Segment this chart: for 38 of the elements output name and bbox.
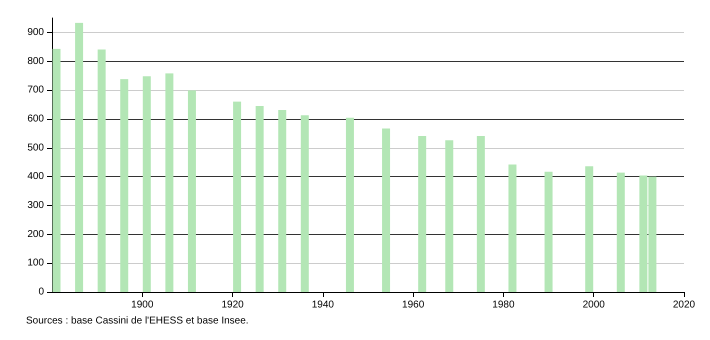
x-tick-label: 1960 bbox=[402, 300, 425, 310]
bar bbox=[142, 76, 151, 292]
bar bbox=[75, 22, 84, 292]
bar bbox=[256, 106, 264, 292]
x-tick-label: 1920 bbox=[221, 300, 244, 310]
source-note: Sources : base Cassini de l'EHESS et base Insee. bbox=[26, 316, 249, 326]
bar bbox=[616, 172, 625, 292]
y-tick-label: 700 bbox=[27, 84, 44, 96]
bar bbox=[233, 102, 242, 292]
x-tick-label: 1940 bbox=[312, 300, 334, 310]
bar bbox=[52, 48, 61, 292]
bar bbox=[120, 79, 128, 292]
x-tick-label: 1980 bbox=[492, 300, 515, 310]
bar bbox=[476, 136, 485, 292]
bar bbox=[585, 166, 594, 292]
bar bbox=[188, 90, 196, 292]
y-tick-label: 800 bbox=[27, 56, 44, 67]
bar bbox=[165, 73, 174, 292]
y-tick-label: 400 bbox=[27, 171, 44, 182]
bar bbox=[300, 115, 309, 292]
y-tick-label: 300 bbox=[27, 200, 44, 211]
bar bbox=[346, 118, 354, 292]
y-tick-label: 900 bbox=[27, 26, 44, 38]
bar bbox=[445, 140, 454, 292]
y-tick-label: 500 bbox=[27, 142, 44, 154]
bar bbox=[382, 128, 390, 292]
x-tick-label: 2000 bbox=[582, 300, 606, 310]
bar bbox=[98, 49, 106, 292]
y-tick-label: 0 bbox=[38, 286, 44, 298]
bar bbox=[508, 164, 516, 292]
x-tick-label: 2020 bbox=[672, 300, 696, 310]
bar bbox=[544, 172, 553, 292]
bar bbox=[278, 110, 286, 292]
y-tick-label: 600 bbox=[27, 113, 44, 124]
y-tick-label: 200 bbox=[27, 228, 44, 240]
x-tick-label: 1900 bbox=[131, 300, 154, 310]
bar bbox=[418, 136, 426, 292]
y-tick-label: 100 bbox=[27, 258, 44, 269]
